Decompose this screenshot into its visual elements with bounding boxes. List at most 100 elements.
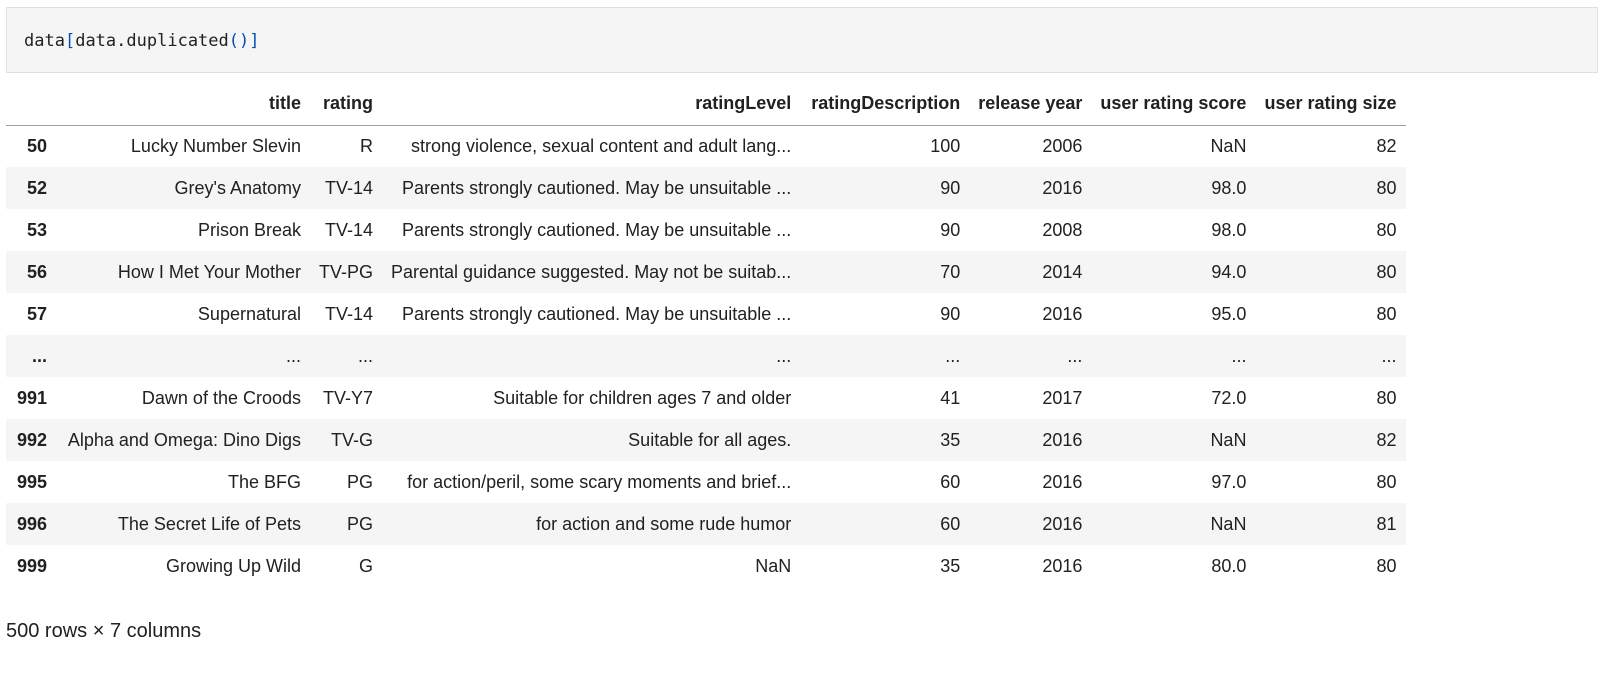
code-token: . — [116, 31, 127, 51]
cell-release-year: 2016 — [1042, 513, 1083, 534]
cell-title: The BFG — [227, 471, 301, 492]
table-row: ........................ — [6, 335, 1406, 377]
cell-title: Grey's Anatomy — [174, 177, 301, 198]
cell-rating-description: 90 — [940, 219, 961, 240]
cell-rating-level: Parents strongly cautioned. May be unsui… — [402, 303, 792, 324]
code-token: [ — [64, 31, 76, 51]
cell-user-rating-score: NaN — [1210, 135, 1247, 156]
cell-rating-level: Parents strongly cautioned. May be unsui… — [402, 177, 792, 198]
cell-rating-description: ... — [945, 345, 961, 366]
cell-output: title rating ratingLevel ratingDescripti… — [6, 83, 1406, 587]
table-row: 991 Dawn of the Croods TV-Y7 Suitable for c… — [6, 377, 1406, 419]
column-header-title: title — [56, 83, 310, 126]
code-token: ] — [249, 31, 260, 51]
cell-rating-level: NaN — [755, 555, 792, 576]
cell-rating: ... — [358, 345, 374, 366]
table-row: 53 Prison Break TV-14 Parents strongly caut… — [6, 209, 1406, 251]
cell-rating-description: 60 — [940, 471, 961, 492]
cell-rating: TV-14 — [324, 177, 374, 198]
cell-rating: PG — [347, 471, 374, 492]
cell-user-rating-size: 82 — [1376, 135, 1397, 156]
cell-rating: R — [360, 135, 374, 156]
column-header-user-rating-score: user rating score — [1091, 83, 1256, 126]
cell-title: How I Met Your Mother — [117, 261, 301, 282]
row-index: 50 — [26, 135, 47, 156]
row-index: ... — [31, 345, 47, 366]
cell-user-rating-score: 98.0 — [1211, 177, 1247, 198]
dataframe-shape: 500 rows × 7 columns — [6, 620, 202, 642]
row-index: 999 — [16, 555, 47, 576]
cell-user-rating-score: 72.0 — [1211, 387, 1247, 408]
column-header-rating-description: ratingDescription — [800, 83, 970, 126]
cell-rating-level: ... — [776, 345, 792, 366]
column-header-rating-level: ratingLevel — [382, 83, 801, 126]
code-token: () — [228, 31, 250, 51]
cell-user-rating-score: NaN — [1210, 513, 1247, 534]
cell-rating-level: for action and some rude humor — [536, 513, 792, 534]
table-row: 57 Supernatural TV-14 Parents strongly caut… — [6, 293, 1406, 335]
column-header-index — [6, 83, 56, 126]
row-index: 56 — [26, 261, 47, 282]
cell-user-rating-size: 81 — [1376, 513, 1397, 534]
cell-user-rating-score: ... — [1231, 345, 1247, 366]
cell-rating-description: 90 — [940, 303, 961, 324]
cell-rating-description: 35 — [940, 429, 961, 450]
cell-release-year: 2016 — [1042, 303, 1083, 324]
cell-rating-description: 35 — [940, 555, 961, 576]
cell-rating: TV-PG — [319, 261, 374, 282]
cell-user-rating-score: 98.0 — [1211, 219, 1247, 240]
cell-rating-level: Parental guidance suggested. May not be … — [391, 261, 792, 282]
code-cell[interactable]: data[data.duplicated()] — [6, 7, 1598, 73]
cell-rating-level: Parents strongly cautioned. May be unsui… — [402, 219, 792, 240]
cell-release-year: 2016 — [1042, 471, 1083, 492]
code-token: data — [24, 31, 65, 51]
cell-release-year: ... — [1067, 345, 1083, 366]
cell-release-year: 2016 — [1042, 177, 1083, 198]
column-header-release-year: release year — [969, 83, 1092, 126]
cell-user-rating-size: 80 — [1376, 177, 1397, 198]
cell-release-year: 2008 — [1042, 219, 1083, 240]
table-header-row: title rating ratingLevel ratingDescripti… — [6, 83, 1406, 126]
row-index: 57 — [26, 303, 47, 324]
table-row: 52 Grey's Anatomy TV-14 Parents strongly ca… — [6, 167, 1406, 209]
cell-user-rating-score: 97.0 — [1211, 471, 1247, 492]
cell-user-rating-size: 80 — [1376, 387, 1397, 408]
cell-title: Prison Break — [197, 219, 301, 240]
cell-rating-level: Suitable for all ages. — [628, 429, 792, 450]
cell-release-year: 2017 — [1042, 387, 1083, 408]
cell-release-year: 2006 — [1042, 135, 1083, 156]
cell-release-year: 2016 — [1042, 555, 1083, 576]
cell-user-rating-size: 80 — [1376, 261, 1397, 282]
cell-title: Growing Up Wild — [165, 555, 301, 576]
cell-user-rating-size: ... — [1381, 345, 1397, 366]
row-index: 992 — [16, 429, 47, 450]
cell-rating-level: strong violence, sexual content and adul… — [411, 135, 792, 156]
cell-title: ... — [285, 345, 301, 366]
cell-rating: TV-14 — [324, 303, 374, 324]
cell-rating-description: 100 — [930, 135, 961, 156]
table-row: 996 The Secret Life of Pets PG for action a… — [6, 503, 1406, 545]
table-row: 999 Growing Up Wild G NaN 35 2016 80.0 80 — [6, 545, 1406, 587]
cell-user-rating-size: 80 — [1376, 555, 1397, 576]
table-row: 995 The BFG PG for action/peril, some scary… — [6, 461, 1406, 503]
cell-title: Alpha and Omega: Dino Digs — [67, 429, 301, 450]
column-header-user-rating-size: user rating size — [1255, 83, 1406, 126]
cell-title: Dawn of the Croods — [141, 387, 301, 408]
cell-title: Lucky Number Slevin — [130, 135, 301, 156]
cell-rating: TV-Y7 — [322, 387, 374, 408]
cell-title: The Secret Life of Pets — [117, 513, 301, 534]
cell-rating: PG — [347, 513, 374, 534]
cell-user-rating-score: 94.0 — [1211, 261, 1247, 282]
cell-user-rating-size: 80 — [1376, 471, 1397, 492]
column-header-rating: rating — [310, 83, 383, 126]
code-token: duplicated — [126, 31, 229, 51]
cell-user-rating-score: NaN — [1210, 429, 1247, 450]
cell-title: Supernatural — [197, 303, 301, 324]
cell-rating: TV-14 — [324, 219, 374, 240]
row-index: 53 — [26, 219, 47, 240]
row-index: 995 — [16, 471, 47, 492]
cell-user-rating-size: 82 — [1376, 429, 1397, 450]
cell-user-rating-score: 95.0 — [1211, 303, 1247, 324]
